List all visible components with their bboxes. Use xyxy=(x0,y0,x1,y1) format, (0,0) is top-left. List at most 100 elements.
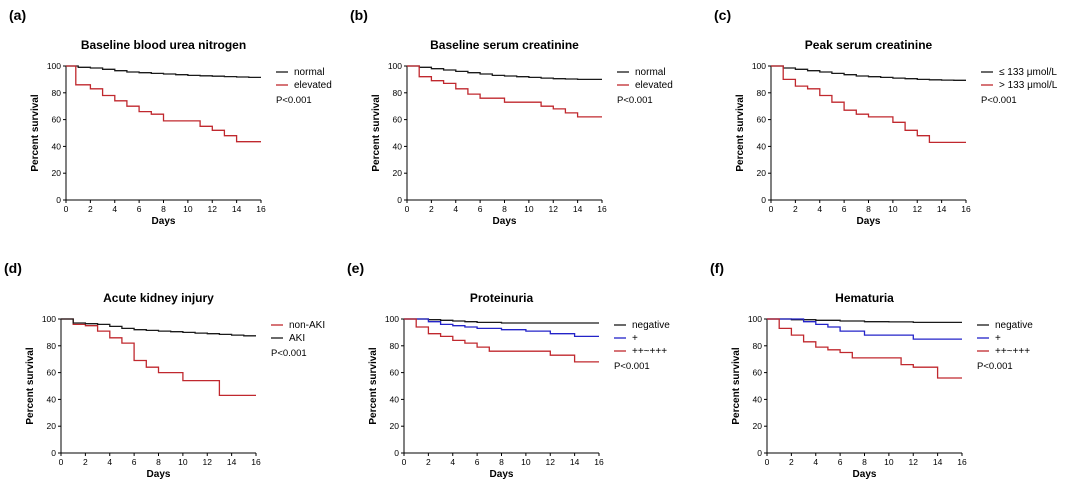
y-tick-label: 80 xyxy=(393,88,403,98)
chart-panel: (a) Baseline blood urea nitrogen 0 2 4 6 8 10 12… xyxy=(9,7,332,227)
y-axis-title: Percent survival xyxy=(735,94,746,171)
x-tick-label: 0 xyxy=(59,457,64,467)
x-tick-label: 2 xyxy=(793,204,798,214)
x-tick-label: 0 xyxy=(64,204,69,214)
x-tick-label: 0 xyxy=(765,457,770,467)
y-tick-label: 40 xyxy=(52,141,62,151)
panel-label: (f) xyxy=(710,260,724,276)
legend-label: + xyxy=(632,333,638,344)
survival-curve-2 xyxy=(66,65,261,143)
y-tick-label: 80 xyxy=(757,88,767,98)
legend-label: ≤ 133 μmol/L xyxy=(999,67,1057,78)
x-tick-label: 6 xyxy=(137,204,142,214)
survival-curve-2 xyxy=(767,318,962,340)
y-tick-label: 20 xyxy=(390,421,400,431)
p-value-annotation: P<0.001 xyxy=(617,95,653,106)
x-axis-title: Days xyxy=(147,469,171,480)
legend-label: ++~+++ xyxy=(632,346,667,357)
x-axis-title: Days xyxy=(857,216,881,227)
legend-label: non-AKI xyxy=(289,320,325,331)
y-tick-label: 60 xyxy=(753,368,763,378)
x-tick-label: 6 xyxy=(838,457,843,467)
x-tick-label: 12 xyxy=(208,204,218,214)
survival-curve-3 xyxy=(404,318,599,363)
x-axis-title: Days xyxy=(152,216,176,227)
p-value-annotation: P<0.001 xyxy=(276,95,312,106)
x-tick-label: 8 xyxy=(156,457,161,467)
y-axis-title: Percent survival xyxy=(368,347,379,424)
x-tick-label: 8 xyxy=(502,204,507,214)
survival-curve-3 xyxy=(767,318,962,379)
x-tick-label: 10 xyxy=(888,204,898,214)
survival-curve-2 xyxy=(61,318,256,337)
chart-panel: (e) Proteinuria 0 2 4 6 8 10 12 14 16 0 20 40 60 80 100 D… xyxy=(347,260,670,480)
chart-title: Hematuria xyxy=(835,291,894,305)
y-tick-label: 40 xyxy=(757,141,767,151)
x-tick-label: 2 xyxy=(88,204,93,214)
y-tick-label: 80 xyxy=(753,341,763,351)
survival-curve-1 xyxy=(771,65,966,81)
x-tick-label: 2 xyxy=(429,204,434,214)
panel-label: (d) xyxy=(4,260,22,276)
p-value-annotation: P<0.001 xyxy=(977,361,1013,372)
x-tick-label: 2 xyxy=(789,457,794,467)
x-tick-label: 2 xyxy=(83,457,88,467)
x-tick-label: 0 xyxy=(402,457,407,467)
y-tick-label: 100 xyxy=(752,61,766,71)
x-tick-label: 8 xyxy=(866,204,871,214)
legend-label: ++~+++ xyxy=(995,346,1030,357)
survival-curve-1 xyxy=(66,65,261,79)
x-tick-label: 16 xyxy=(256,204,266,214)
legend-label: normal xyxy=(294,67,325,78)
x-tick-label: 10 xyxy=(884,457,894,467)
x-tick-label: 14 xyxy=(573,204,583,214)
panel-label: (b) xyxy=(350,7,368,23)
legend-label: elevated xyxy=(635,80,673,91)
p-value-annotation: P<0.001 xyxy=(981,95,1017,106)
x-tick-label: 8 xyxy=(499,457,504,467)
x-tick-label: 12 xyxy=(549,204,559,214)
y-tick-label: 0 xyxy=(397,195,402,205)
y-tick-label: 60 xyxy=(52,115,62,125)
survival-curve-2 xyxy=(407,65,602,118)
p-value-annotation: P<0.001 xyxy=(614,361,650,372)
y-axis-title: Percent survival xyxy=(25,347,36,424)
x-tick-label: 2 xyxy=(426,457,431,467)
y-tick-label: 20 xyxy=(393,168,403,178)
chart-panel: (f) Hematuria 0 2 4 6 8 10 12 14 16 0 20 40 60 80 100 Day… xyxy=(710,260,1033,480)
chart-panel: (b) Baseline serum creatinine 0 2 4 6 8 10 12 14 1… xyxy=(350,7,673,227)
y-tick-label: 60 xyxy=(393,115,403,125)
x-tick-label: 4 xyxy=(107,457,112,467)
x-tick-label: 6 xyxy=(842,204,847,214)
y-axis-title: Percent survival xyxy=(371,94,382,171)
survival-curve-2 xyxy=(771,65,966,144)
x-tick-label: 16 xyxy=(961,204,971,214)
y-tick-label: 60 xyxy=(47,368,57,378)
y-tick-label: 20 xyxy=(753,421,763,431)
survival-curve-2 xyxy=(404,318,599,338)
y-axis-title: Percent survival xyxy=(30,94,41,171)
y-tick-label: 0 xyxy=(761,195,766,205)
x-tick-label: 4 xyxy=(817,204,822,214)
x-tick-label: 4 xyxy=(813,457,818,467)
y-tick-label: 0 xyxy=(51,448,56,458)
x-tick-label: 6 xyxy=(478,204,483,214)
x-tick-label: 4 xyxy=(453,204,458,214)
x-tick-label: 6 xyxy=(475,457,480,467)
survival-curve-1 xyxy=(407,65,602,81)
x-tick-label: 10 xyxy=(524,204,534,214)
x-axis-title: Days xyxy=(493,216,517,227)
panel-label: (e) xyxy=(347,260,364,276)
x-tick-label: 14 xyxy=(570,457,580,467)
x-tick-label: 16 xyxy=(251,457,261,467)
legend-label: AKI xyxy=(289,333,305,344)
y-tick-label: 100 xyxy=(388,61,402,71)
x-axis-title: Days xyxy=(490,469,514,480)
y-tick-label: 40 xyxy=(47,394,57,404)
x-tick-label: 14 xyxy=(937,204,947,214)
x-tick-label: 8 xyxy=(161,204,166,214)
survival-curve-1 xyxy=(767,318,962,324)
y-tick-label: 60 xyxy=(390,368,400,378)
